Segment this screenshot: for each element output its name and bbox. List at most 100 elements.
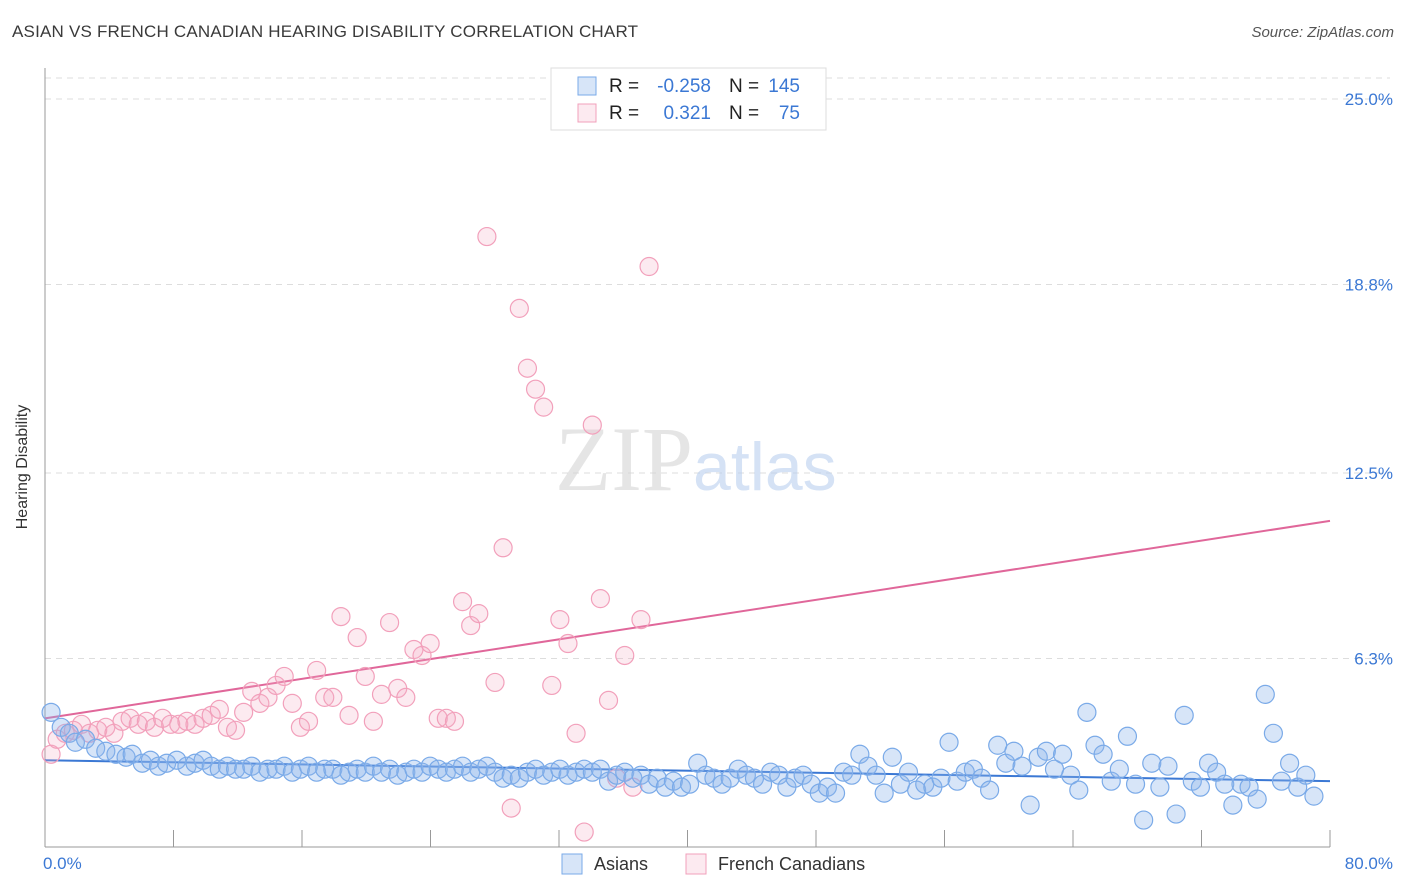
french-canadian-point <box>574 822 594 842</box>
french-canadian-point <box>517 358 538 378</box>
y-tick-label: 6.3% <box>1354 649 1393 668</box>
grid <box>45 77 1390 659</box>
french-canadian-point <box>209 699 229 719</box>
source-label: Source: ZipAtlas.com <box>1251 24 1394 41</box>
asian-point <box>1061 765 1081 785</box>
y-tick-label: 18.8% <box>1345 275 1393 294</box>
asian-point <box>1125 774 1146 794</box>
asian-point <box>1093 744 1113 764</box>
y-tick-label: 25.0% <box>1345 90 1393 109</box>
asian-point <box>1069 780 1089 800</box>
asian-point <box>1109 759 1129 779</box>
french-canadian-point <box>331 606 351 627</box>
axes <box>44 68 1331 848</box>
asian-point <box>842 765 862 785</box>
x-tick-label: 80.0% <box>1345 854 1393 873</box>
asian-point <box>1247 789 1267 809</box>
trend-lines <box>44 519 1331 783</box>
legend-n-value: 145 <box>768 76 800 97</box>
french-canadian-point <box>355 666 375 687</box>
french-canadian-point <box>501 798 521 818</box>
legend-swatch <box>577 76 597 96</box>
legend-r-label: R = <box>609 103 639 124</box>
french-canadian-point <box>282 693 302 713</box>
asian-point <box>1280 753 1300 773</box>
legend-label-asians: Asians <box>594 854 648 874</box>
french-canadian-point <box>542 675 562 696</box>
french-canadian-point <box>615 645 635 666</box>
watermark: ZIPatlas <box>555 408 837 510</box>
legend-top: R = -0.258 N = 145 R = 0.321 N = 75 <box>550 67 827 131</box>
french-canadian-point <box>558 633 578 654</box>
asian-point <box>167 750 187 770</box>
x-tick-label: 0.0% <box>43 854 82 873</box>
asian-point <box>1255 684 1275 704</box>
legend-n-label: N = <box>729 103 759 124</box>
asian-point <box>1158 756 1178 776</box>
asian-point <box>866 765 886 785</box>
french-canadian-point <box>509 298 529 318</box>
y-tick-label: 12.5% <box>1345 464 1393 483</box>
french-canadian-point <box>315 687 335 707</box>
asian-point <box>1134 810 1154 830</box>
french-canadian-point <box>339 705 359 725</box>
legend-swatch <box>577 103 597 123</box>
french-canadian-point <box>566 723 586 743</box>
french-canadian-point <box>274 666 294 687</box>
french-canadian-point <box>396 687 416 707</box>
asian-point <box>258 759 278 779</box>
french-canadian-point <box>444 711 465 731</box>
asian-point <box>874 783 894 803</box>
asian-point <box>41 702 61 722</box>
legend-swatch-french <box>685 853 707 875</box>
french-canadian-point <box>582 415 602 435</box>
asian-point <box>1174 705 1194 725</box>
legend-box <box>550 67 827 131</box>
asian-point <box>1271 771 1292 791</box>
legend-r-label: R = <box>609 76 639 97</box>
french-canadian-point <box>298 711 319 731</box>
asian-point <box>1263 723 1283 743</box>
data-points <box>41 226 1324 842</box>
asian-point <box>1012 756 1032 776</box>
french-canadian-point <box>225 720 246 740</box>
asian-point <box>1150 777 1170 797</box>
asian-point <box>1077 702 1097 722</box>
asian-point <box>1223 795 1243 815</box>
french-canadian-point <box>347 627 367 648</box>
asian-point <box>1296 765 1316 785</box>
asian-point <box>1304 786 1324 806</box>
french-canadian-point <box>485 672 505 693</box>
french-canadian-point <box>371 684 392 704</box>
asian-point <box>1036 741 1056 761</box>
french-canadian-point <box>477 226 497 247</box>
french-canadian-point <box>452 592 473 612</box>
french-canadian-point <box>525 379 546 399</box>
french-canadian-point <box>590 589 611 609</box>
asian-point <box>898 762 919 782</box>
legend-r-value: 0.321 <box>663 103 711 124</box>
french-canadian-point <box>379 612 400 633</box>
asian-point <box>980 780 1000 800</box>
asian-point <box>1190 777 1211 797</box>
legend-n-label: N = <box>729 76 759 97</box>
french-canadian-point <box>161 714 181 734</box>
legend-r-value: -0.258 <box>657 76 711 97</box>
legend-bottom: Asians French Canadians <box>561 853 865 875</box>
french-canadian-point <box>307 660 327 681</box>
chart-title: ASIAN VS FRENCH CANADIAN HEARING DISABIL… <box>12 22 639 41</box>
french-canadian-point <box>493 538 513 558</box>
asian-point <box>1004 741 1024 761</box>
asian-point <box>939 732 959 752</box>
french-canadian-point <box>550 609 570 630</box>
legend-n-value: 75 <box>779 103 800 124</box>
legend-label-french: French Canadians <box>718 854 865 874</box>
french-canadian-point <box>598 690 619 710</box>
asian-point <box>931 768 951 788</box>
asian-point <box>1166 804 1186 824</box>
french-trend-line <box>44 519 1331 720</box>
asian-point <box>882 747 902 767</box>
french-canadian-point <box>428 708 448 728</box>
asian-point <box>1117 726 1138 746</box>
